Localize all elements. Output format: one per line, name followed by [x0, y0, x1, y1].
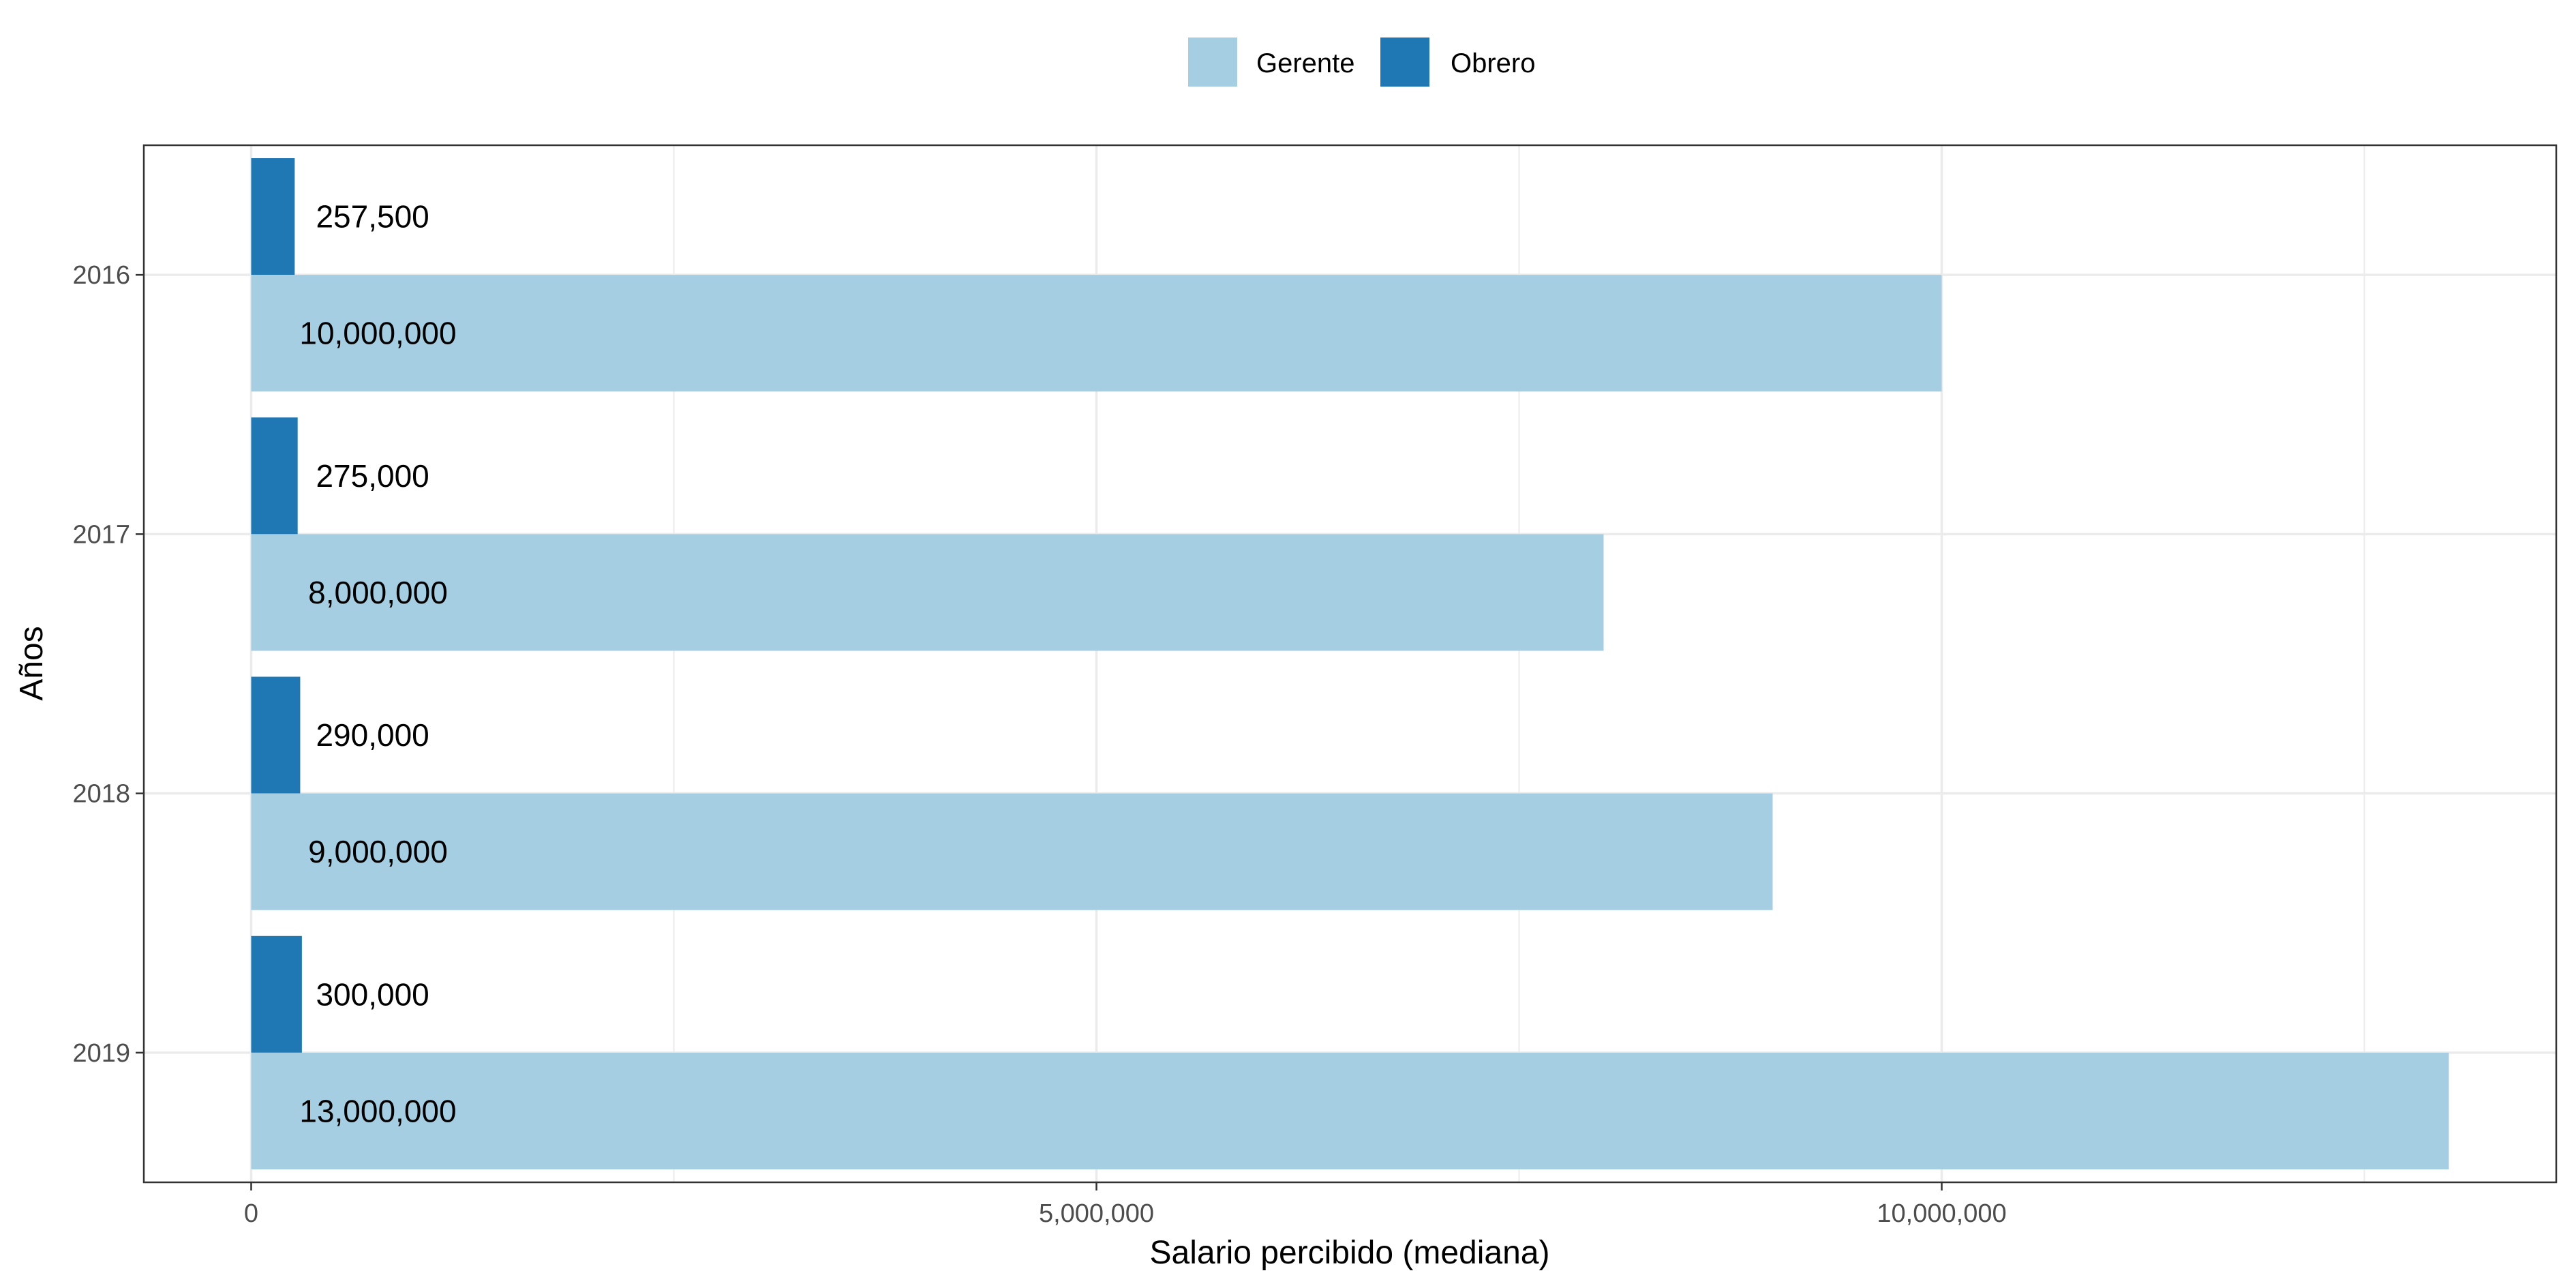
data-label-obrero: 275,000 [316, 458, 429, 494]
data-label-obrero: 257,500 [316, 199, 429, 235]
bar-obrero [251, 676, 301, 794]
y-tick-label: 2017 [72, 520, 130, 549]
data-label-gerente: 9,000,000 [308, 834, 448, 869]
x-tick-label: 0 [244, 1199, 258, 1228]
plot-border [142, 144, 2558, 1184]
x-axis: 0 5,000,000 10,000,000 [244, 1182, 2007, 1228]
bar-obrero [251, 158, 295, 275]
data-label-gerente: 8,000,000 [308, 575, 448, 610]
legend-swatch-gerente [1188, 38, 1237, 87]
data-label-gerente: 13,000,000 [299, 1093, 456, 1128]
x-axis-title: Salario percibido (mediana) [1150, 1235, 1550, 1271]
y-axis-title: Años [14, 626, 50, 700]
x-tick-label: 10,000,000 [1877, 1199, 2006, 1228]
bar-gerente [251, 275, 1942, 392]
data-label-gerente: 10,000,000 [299, 316, 456, 351]
bar-gerente [251, 793, 1773, 910]
legend-label-gerente: Gerente [1256, 48, 1355, 78]
data-label-obrero: 300,000 [316, 976, 429, 1012]
legend-label-obrero: Obrero [1451, 48, 1536, 78]
y-tick-label: 2016 [72, 261, 130, 290]
legend-swatch-obrero [1380, 38, 1429, 87]
y-tick-label: 2018 [72, 780, 130, 809]
y-tick-label: 2019 [72, 1039, 130, 1068]
x-tick-label: 5,000,000 [1039, 1199, 1154, 1228]
bar-gerente [251, 534, 1604, 651]
bar-gerente [251, 1052, 2449, 1169]
bar-obrero [251, 417, 298, 535]
data-labels: 257,500 10,000,000 275,000 8,000,000 290,000… [299, 199, 456, 1129]
bars [251, 158, 2449, 1169]
bar-obrero [251, 935, 302, 1053]
legend: Gerente Obrero [1188, 38, 1536, 87]
y-axis: 2016 2017 2018 2019 [72, 261, 144, 1068]
data-label-obrero: 290,000 [316, 717, 429, 753]
